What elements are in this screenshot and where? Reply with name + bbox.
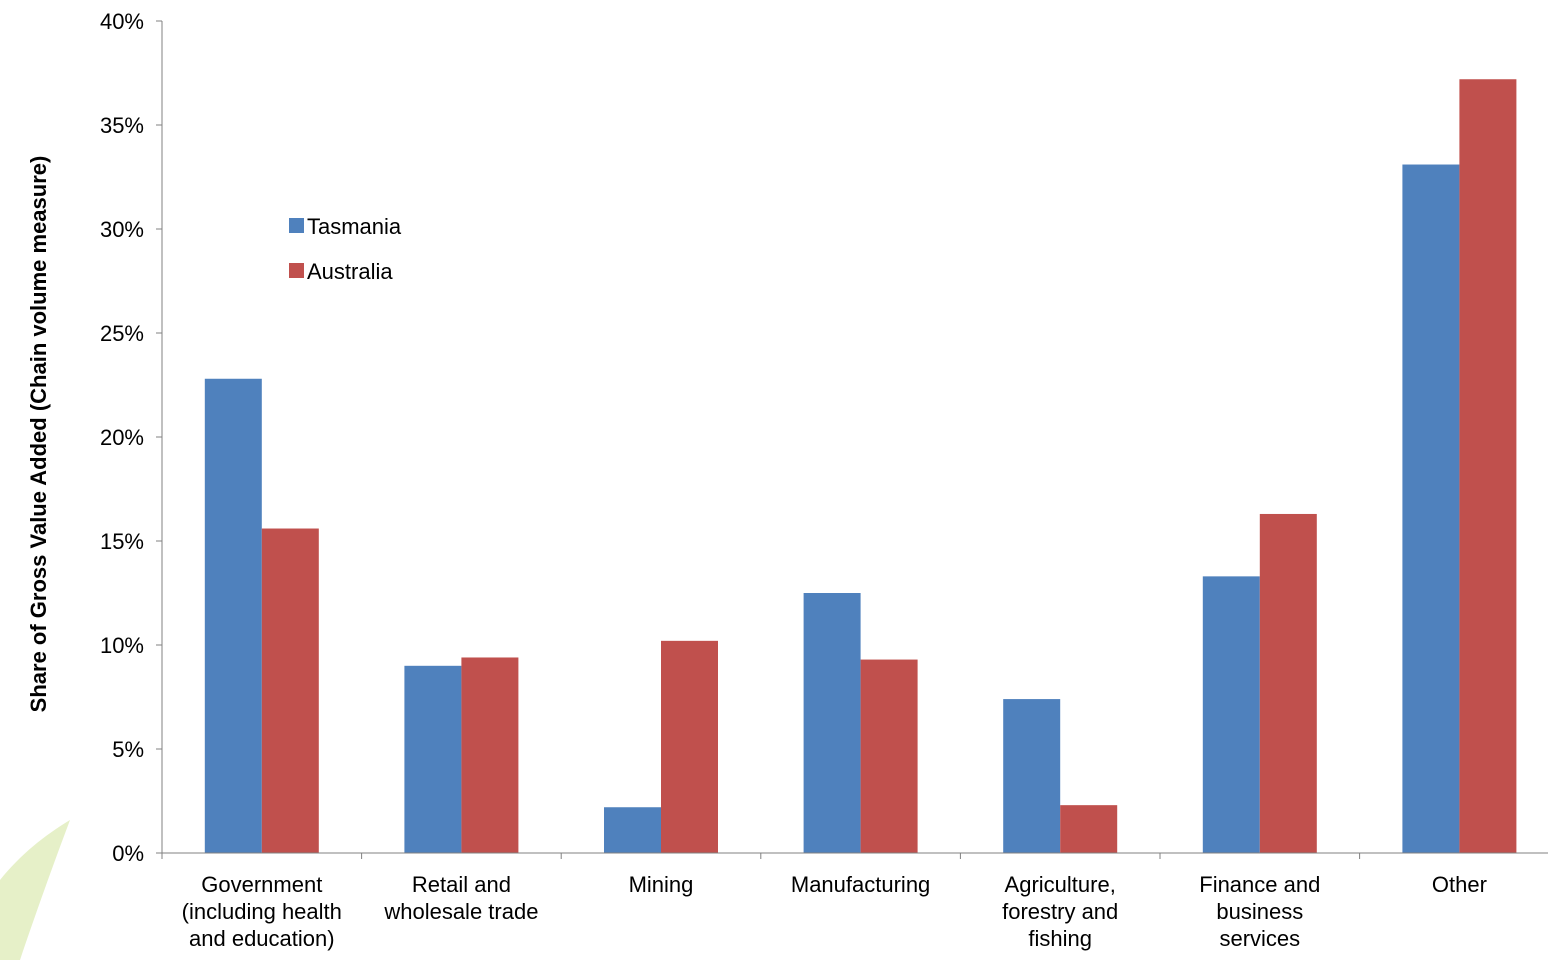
bar-australia-2 <box>661 640 718 853</box>
category-label: Retail and wholesale trade <box>383 872 538 924</box>
bar-tasmania-1 <box>404 665 462 853</box>
plot-area: 0% 5% 10% 15% 20% 25% 30% 35% 40% Government (incl… <box>100 9 1548 951</box>
category-label-line: Government <box>201 872 322 897</box>
legend: Tasmania Australia <box>289 214 402 284</box>
legend-swatch-tasmania <box>289 218 304 233</box>
y-tick-label: 30% <box>100 217 144 242</box>
legend-label-tasmania: Tasmania <box>307 214 402 239</box>
category-label: Manufacturing <box>791 872 930 897</box>
category-label-line: and education) <box>189 926 335 951</box>
category-label: Other <box>1432 872 1487 897</box>
y-tick-label: 10% <box>100 633 144 658</box>
bar-tasmania-3 <box>803 593 861 853</box>
category-label-line: business <box>1216 899 1303 924</box>
category-label-line: Agriculture, <box>1005 872 1116 897</box>
leaf-decoration <box>0 820 70 960</box>
category-label: Mining <box>629 872 694 897</box>
bar-australia-5 <box>1259 513 1317 853</box>
category-label-line: forestry and <box>1002 899 1118 924</box>
y-tick-label: 40% <box>100 9 144 34</box>
category-label-line: Finance and <box>1199 872 1320 897</box>
category-label-line: fishing <box>1028 926 1092 951</box>
bar-australia-6 <box>1459 79 1517 854</box>
y-axis-title: Share of Gross Value Added (Chain volume… <box>26 156 51 713</box>
bar-tasmania-4 <box>1003 699 1061 853</box>
y-tick-label: 20% <box>100 425 144 450</box>
category-label-line: Mining <box>629 872 694 897</box>
legend-label-australia: Australia <box>307 259 393 284</box>
category-label-line: (including health <box>182 899 342 924</box>
bar-tasmania-0 <box>204 378 262 853</box>
category-label: Government (including health and education… <box>182 872 342 951</box>
category-label: Agriculture, forestry and fishing <box>1002 872 1118 951</box>
category-label-line: Manufacturing <box>791 872 930 897</box>
bar-australia-3 <box>860 659 918 853</box>
bar-tasmania-5 <box>1202 576 1260 853</box>
category-label-line: Retail and <box>412 872 511 897</box>
bar-australia-0 <box>261 528 319 853</box>
legend-swatch-australia <box>289 263 304 278</box>
y-tick-label: 5% <box>112 737 144 762</box>
y-tick-label: 25% <box>100 321 144 346</box>
y-tick-label: 15% <box>100 529 144 554</box>
category-label-line: Other <box>1432 872 1487 897</box>
category-label: Finance and business services <box>1199 872 1320 951</box>
category-label-line: services <box>1219 926 1300 951</box>
bar-australia-1 <box>461 657 519 853</box>
bar-australia-4 <box>1060 805 1118 853</box>
category-label-line: wholesale trade <box>383 899 538 924</box>
y-tick-label: 35% <box>100 113 144 138</box>
y-tick-label: 0% <box>112 841 144 866</box>
bar-tasmania-6 <box>1402 164 1460 853</box>
bar-tasmania-2 <box>604 807 661 853</box>
